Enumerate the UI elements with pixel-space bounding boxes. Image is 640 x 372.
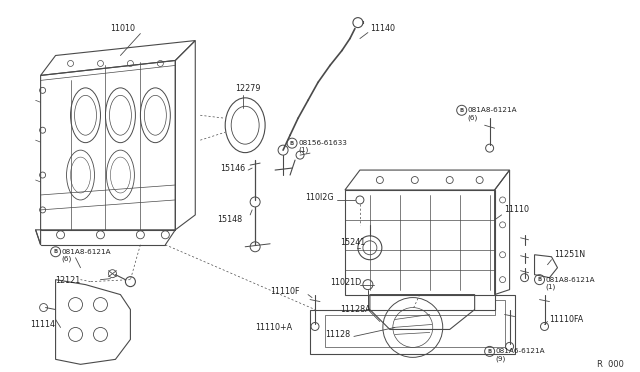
Text: B: B	[460, 108, 464, 113]
Text: 15241: 15241	[340, 238, 365, 247]
Text: R  000: R 000	[598, 360, 625, 369]
Text: (6): (6)	[468, 114, 478, 121]
Text: 12279: 12279	[235, 84, 260, 93]
Text: 11140: 11140	[370, 24, 395, 33]
Text: 12121: 12121	[56, 276, 81, 285]
Text: (6): (6)	[61, 256, 72, 262]
Text: B: B	[488, 349, 492, 354]
Text: 081A6-6121A: 081A6-6121A	[495, 349, 545, 355]
Text: (1): (1)	[298, 147, 308, 153]
Text: 11251N: 11251N	[554, 250, 586, 259]
Text: 081A8-6121A: 081A8-6121A	[468, 107, 517, 113]
Text: 15148: 15148	[217, 215, 243, 224]
Text: 11110+A: 11110+A	[255, 323, 292, 332]
Text: 11110FA: 11110FA	[550, 315, 584, 324]
Text: (9): (9)	[495, 355, 506, 362]
Text: 11128: 11128	[325, 330, 350, 339]
Text: 11021D: 11021D	[330, 278, 361, 287]
Text: 081A8-6121A: 081A8-6121A	[545, 277, 595, 283]
Text: B: B	[290, 141, 294, 146]
Text: 11110: 11110	[504, 205, 529, 214]
Text: B: B	[54, 249, 58, 254]
Text: 11128A: 11128A	[340, 305, 371, 314]
Text: :: :	[610, 360, 612, 369]
Text: B: B	[538, 277, 541, 282]
Text: 11010: 11010	[111, 24, 136, 33]
Text: 08156-61633: 08156-61633	[298, 140, 347, 146]
Text: 081A8-6121A: 081A8-6121A	[61, 249, 111, 255]
Text: 110I2G: 110I2G	[305, 193, 333, 202]
Text: (1): (1)	[545, 283, 556, 290]
Text: 11110F: 11110F	[270, 287, 300, 296]
Text: 15146: 15146	[220, 164, 245, 173]
Text: 11114: 11114	[31, 320, 56, 329]
